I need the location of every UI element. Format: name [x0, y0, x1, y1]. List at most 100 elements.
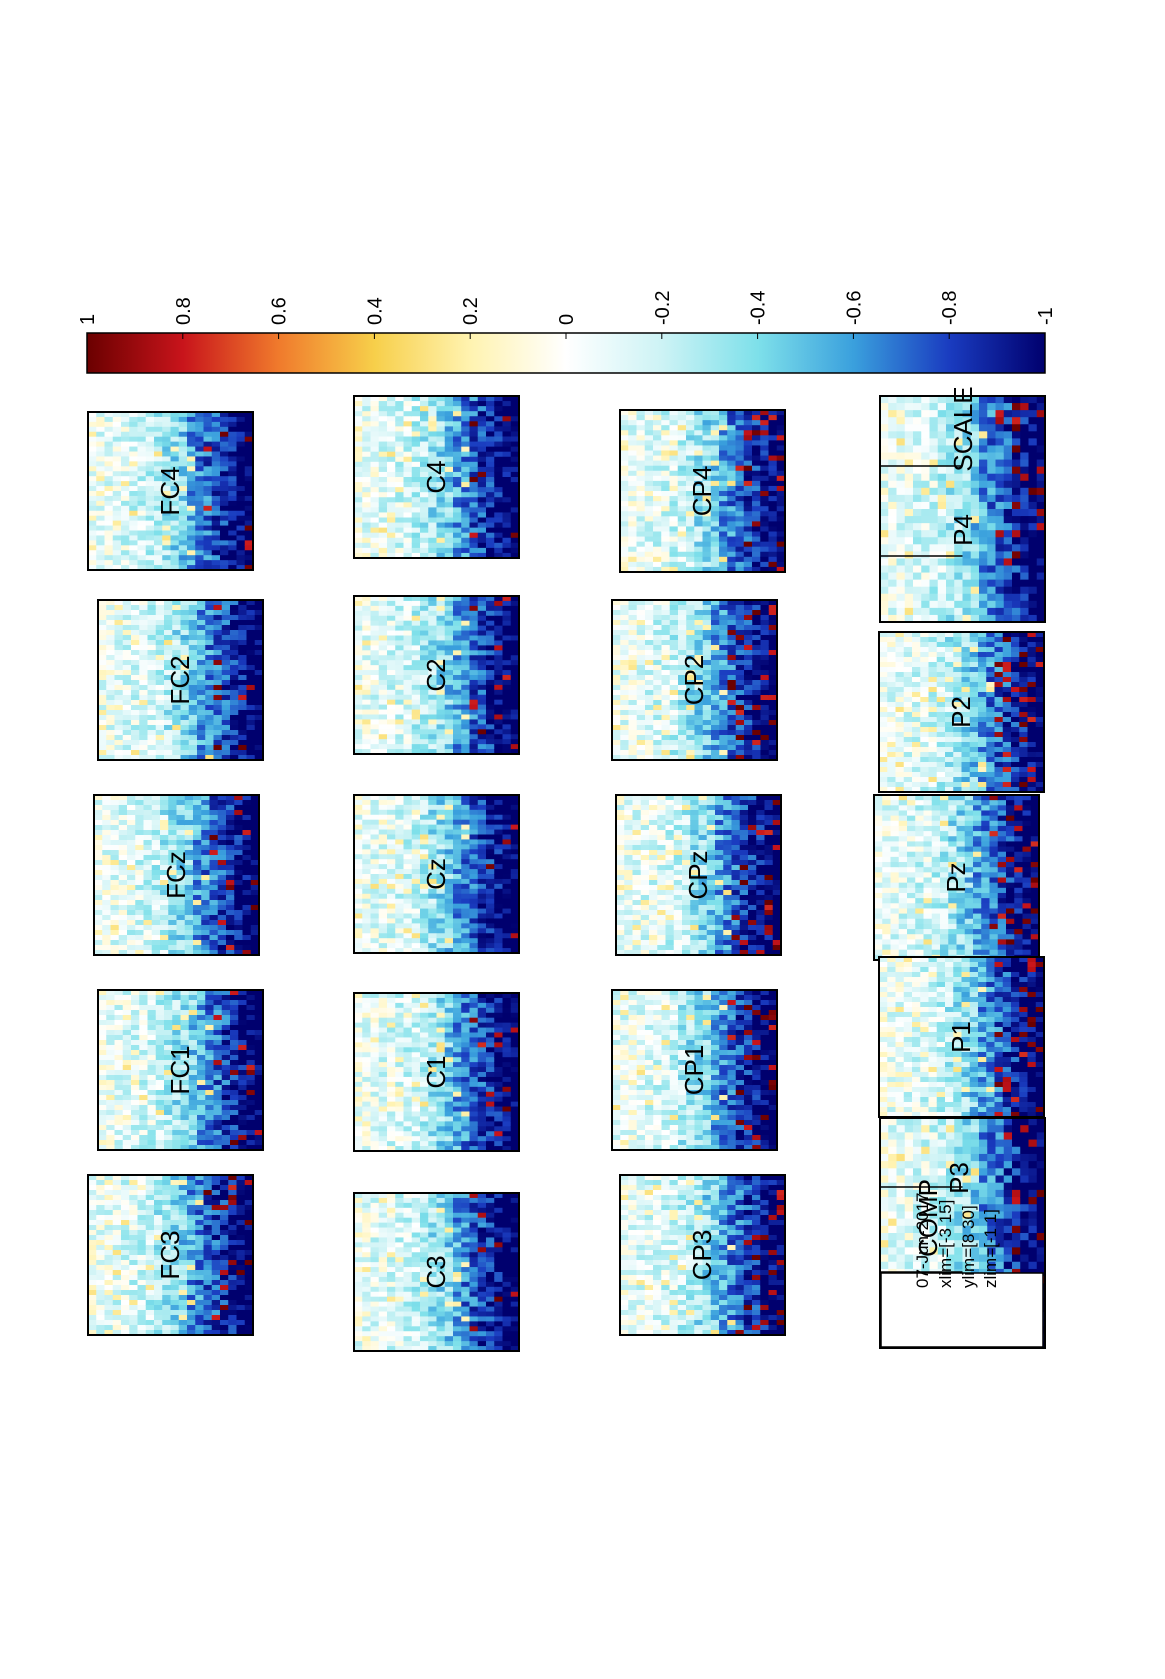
heatmap-cell: [760, 630, 770, 636]
heatmap-cell: [760, 740, 770, 746]
heatmap-cell: [145, 555, 155, 561]
heatmap-cell: [436, 689, 446, 696]
heatmap-cell: [395, 596, 405, 602]
heatmap-cell: [395, 600, 405, 607]
heatmap-cell: [735, 551, 745, 558]
heatmap-cell: [176, 870, 186, 876]
heatmap-cell: [669, 675, 679, 681]
heatmap-cell: [354, 839, 363, 845]
heatmap-cell: [197, 655, 206, 661]
heatmap-cell: [752, 440, 761, 447]
heatmap-cell: [678, 630, 687, 636]
heatmap-cell: [428, 456, 438, 463]
heatmap-cell: [502, 714, 512, 721]
heatmap-cell: [387, 630, 396, 637]
heatmap-cell: [461, 431, 471, 438]
heatmap-cell: [661, 526, 671, 533]
heatmap-cell: [510, 446, 520, 453]
heatmap-cell: [112, 461, 122, 467]
heatmap-cell: [494, 605, 504, 612]
heatmap-cell: [694, 485, 704, 492]
heatmap-cell: [620, 690, 630, 696]
heatmap-cell: [453, 441, 462, 448]
heatmap-cell: [187, 550, 196, 556]
heatmap-cell: [250, 940, 260, 946]
heatmap-cell: [188, 605, 198, 611]
heatmap-cell: [653, 640, 663, 646]
heatmap-cell: [387, 913, 396, 920]
heatmap-cell: [244, 476, 254, 482]
heatmap-cell: [477, 401, 487, 407]
heatmap-cell: [436, 492, 446, 498]
heatmap-cell: [428, 461, 438, 468]
heatmap-cell: [362, 625, 372, 632]
heatmap-cell: [135, 865, 145, 871]
heatmap-cell: [114, 750, 124, 756]
heatmap-cell: [187, 510, 196, 517]
heatmap-cell: [184, 920, 194, 926]
heatmap-cell: [147, 670, 157, 676]
panel-cp4: CP4: [619, 409, 786, 573]
heatmap-cell: [154, 520, 163, 527]
heatmap-cell: [370, 829, 380, 836]
heatmap-cell: [154, 500, 163, 507]
heatmap-cell: [612, 695, 621, 701]
heatmap-cell: [160, 835, 169, 841]
heatmap-cell: [250, 835, 260, 841]
heatmap-cell: [154, 456, 163, 462]
heatmap-cell: [220, 471, 229, 477]
heatmap-cell: [744, 730, 753, 736]
heatmap-cell: [114, 725, 124, 731]
heatmap-cell: [180, 665, 190, 671]
heatmap-cell: [387, 477, 396, 483]
heatmap-cell: [164, 685, 173, 691]
heatmap-cell: [147, 640, 157, 646]
heatmap-cell: [453, 640, 462, 646]
heatmap-cell: [155, 625, 165, 631]
heatmap-cell: [477, 600, 487, 607]
heatmap-cell: [735, 620, 745, 626]
heatmap-cell: [420, 948, 429, 954]
heatmap-cell: [395, 918, 405, 924]
heatmap-cell: [760, 501, 770, 507]
heatmap-cell: [453, 542, 462, 549]
heatmap-cell: [145, 441, 155, 448]
heatmap-cell: [114, 735, 124, 741]
heatmap-cell: [661, 730, 671, 736]
heatmap-cell: [411, 859, 421, 865]
heatmap-cell: [686, 470, 695, 477]
heatmap-cell: [354, 814, 363, 821]
heatmap-cell: [653, 700, 663, 706]
heatmap-cell: [653, 715, 663, 721]
heatmap-cell: [180, 610, 190, 616]
heatmap-cell: [510, 615, 520, 622]
heatmap-cell: [213, 745, 223, 751]
heatmap-cell: [403, 655, 413, 661]
heatmap-cell: [387, 547, 396, 554]
heatmap-cell: [195, 540, 205, 546]
heatmap-cell: [98, 740, 107, 746]
heatmap-cell: [645, 620, 654, 626]
heatmap-cell: [242, 795, 252, 801]
heatmap-cell: [686, 620, 696, 626]
heatmap-cell: [94, 915, 103, 921]
heatmap-cell: [127, 835, 136, 841]
heatmap-cell: [139, 705, 149, 711]
heatmap-cell: [172, 630, 182, 636]
heatmap-cell: [378, 918, 388, 924]
heatmap-cell: [137, 486, 147, 492]
heatmap-cell: [636, 655, 646, 661]
heatmap-cell: [151, 825, 161, 831]
heatmap-cell: [137, 476, 147, 482]
heatmap-cell: [168, 910, 178, 916]
colorbar-ticks: 1 0.8 0.6 0.4 0.2 0 -0.2 -0.4 -0.6 -0.8 -1: [77, 291, 1057, 339]
heatmap-cell: [193, 875, 202, 881]
heatmap-cell: [461, 547, 471, 554]
heatmap-cell: [461, 482, 471, 488]
heatmap-cell: [362, 719, 372, 725]
heatmap-cell: [444, 675, 454, 681]
heatmap-cell: [104, 550, 114, 556]
heatmap-cell: [403, 724, 413, 730]
heatmap-cell: [735, 430, 745, 436]
heatmap-cell: [719, 690, 729, 696]
